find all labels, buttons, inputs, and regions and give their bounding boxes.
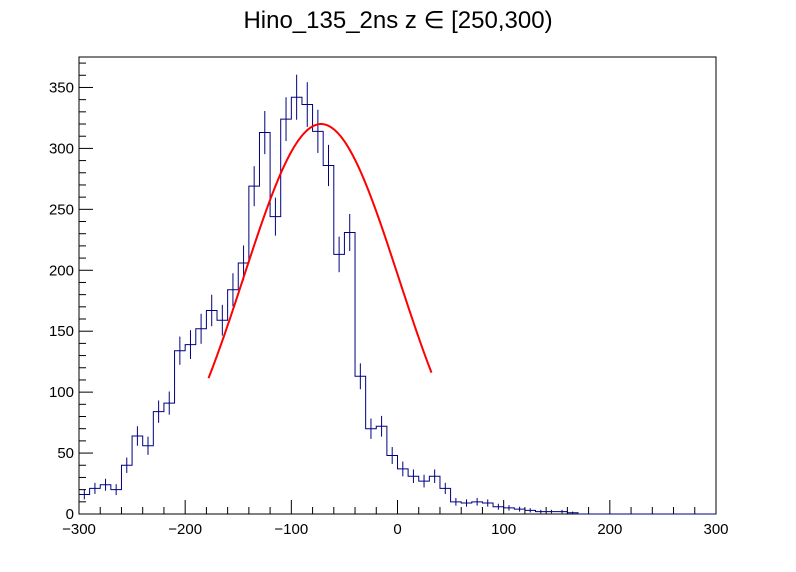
x-tick-label: 300	[703, 521, 728, 538]
x-tick-label: 100	[491, 521, 516, 538]
y-tick-label: 350	[49, 79, 74, 96]
y-tick-label: 250	[49, 201, 74, 218]
y-tick-label: 0	[66, 506, 74, 523]
y-tick-label: 200	[49, 262, 74, 279]
y-tick-label: 300	[49, 140, 74, 157]
histogram-outline	[79, 96, 716, 515]
plot-frame	[78, 56, 717, 515]
x-tick-label: 0	[393, 521, 401, 538]
x-tick-label: −300	[62, 521, 96, 538]
x-tick-label: −200	[168, 521, 202, 538]
y-tick-label: 150	[49, 323, 74, 340]
x-tick-label: 200	[597, 521, 622, 538]
chart-title: Hino_135_2ns z ∈ [250,300)	[243, 7, 553, 34]
x-tick-label: −100	[274, 521, 308, 538]
y-tick-label: 100	[49, 384, 74, 401]
gaussian-fit-line	[207, 123, 433, 379]
y-tick-label: 50	[57, 445, 74, 462]
